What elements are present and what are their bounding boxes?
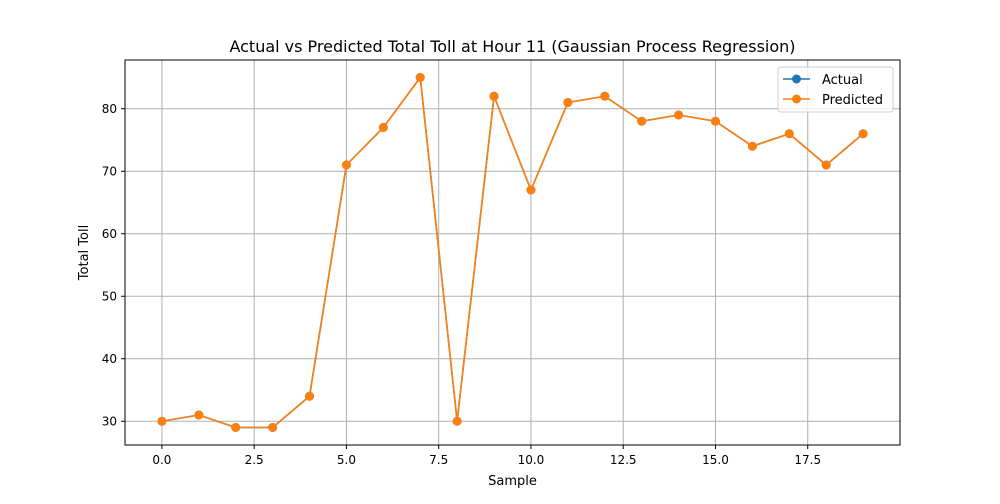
data-point-predicted — [231, 423, 241, 432]
data-point-predicted — [415, 73, 425, 82]
y-axis-label: Total Toll — [77, 225, 92, 281]
data-point-predicted — [157, 416, 167, 426]
data-point-predicted — [378, 123, 388, 132]
legend-entry-actual: Actual — [783, 73, 863, 88]
data-point-predicted — [710, 116, 720, 126]
x-tick-label: 15.0 — [702, 453, 729, 467]
data-point-predicted — [194, 410, 204, 420]
data-point-predicted — [563, 98, 573, 107]
y-tick-label: 50 — [102, 289, 117, 303]
series-line-actual — [161, 76, 864, 429]
data-point-predicted — [637, 116, 647, 126]
data-point-predicted — [600, 91, 610, 101]
legend: Actual Predicted — [777, 66, 894, 113]
x-tick-label: 0.0 — [152, 453, 171, 467]
x-tick-label: 12.5 — [610, 453, 637, 467]
x-axis-label: Sample — [488, 474, 537, 489]
legend-entry-predicted: Predicted — [783, 93, 883, 108]
x-tick-label: 10.0 — [518, 453, 545, 467]
legend-marker-actual — [792, 74, 801, 84]
y-axis: 30 40 50 60 70 80 — [102, 102, 125, 428]
series-line-predicted — [161, 76, 864, 429]
data-point-predicted — [489, 91, 499, 101]
series-layer — [157, 73, 868, 432]
series-predicted — [157, 73, 868, 432]
data-point-predicted — [674, 110, 684, 120]
series-actual — [157, 73, 868, 432]
data-point-predicted — [341, 160, 351, 170]
data-point-predicted — [305, 391, 315, 401]
data-point-predicted — [858, 129, 868, 139]
y-tick-label: 80 — [102, 102, 117, 116]
y-tick-label: 40 — [102, 352, 117, 366]
x-tick-label: 2.5 — [245, 453, 264, 467]
legend-label-actual: Actual — [822, 73, 863, 88]
x-tick-label: 7.5 — [429, 453, 448, 467]
data-point-predicted — [526, 185, 536, 195]
data-point-predicted — [747, 141, 757, 151]
data-point-predicted — [268, 423, 278, 432]
chart-title: Actual vs Predicted Total Toll at Hour 1… — [229, 37, 795, 56]
grid-lines — [125, 60, 900, 445]
legend-marker-predicted — [792, 94, 801, 104]
x-axis: 0.0 2.5 5.0 7.5 10.0 12.5 15.0 17.5 — [152, 445, 821, 467]
y-tick-label: 60 — [102, 227, 117, 241]
y-tick-label: 70 — [102, 164, 117, 178]
data-point-predicted — [784, 129, 794, 139]
legend-label-predicted: Predicted — [822, 93, 883, 108]
data-point-predicted — [821, 160, 831, 170]
x-tick-label: 17.5 — [794, 453, 821, 467]
x-tick-label: 5.0 — [337, 453, 356, 467]
plot-frame — [124, 59, 901, 446]
y-tick-label: 30 — [102, 414, 117, 428]
data-point-predicted — [452, 416, 462, 426]
